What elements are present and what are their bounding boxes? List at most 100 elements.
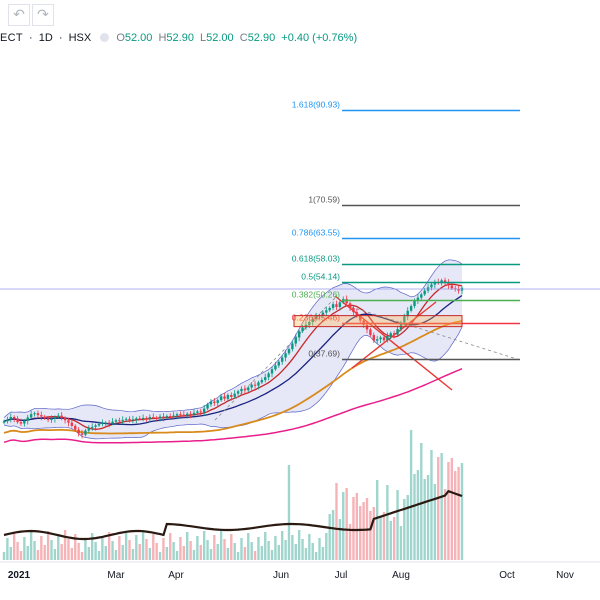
redo-button[interactable]: ↷	[32, 4, 54, 26]
undo-icon: ↶	[13, 7, 25, 23]
volume-bar	[226, 548, 230, 560]
candle-body	[236, 391, 240, 394]
volume-bar	[447, 462, 450, 560]
volume-bar	[202, 531, 206, 560]
volume-bar	[294, 544, 297, 560]
candle-body	[70, 422, 74, 426]
volume-bar	[131, 549, 135, 560]
candle-body	[389, 333, 392, 337]
candle-body	[46, 418, 50, 420]
volume-bar	[369, 511, 372, 560]
fib-level-label: 1(70.59)	[308, 195, 340, 205]
candle-body	[165, 416, 169, 418]
candle-body	[338, 302, 342, 307]
candle-body	[379, 337, 382, 340]
volume-bar	[179, 537, 182, 560]
volume-bar	[403, 499, 406, 560]
volume-bar	[450, 458, 454, 560]
candle-body	[152, 416, 155, 418]
candle-body	[277, 361, 280, 366]
volume-bar	[243, 547, 247, 560]
toolbar: ↶ ↷	[0, 0, 600, 30]
candle-body	[430, 284, 433, 288]
candle-body	[359, 316, 362, 321]
candle-body	[226, 394, 230, 399]
volume-bar	[158, 552, 162, 560]
volume-bar	[443, 489, 447, 560]
candle-body	[406, 310, 409, 317]
market-status-dot	[100, 33, 110, 42]
candle-body	[155, 417, 158, 419]
candle-body	[287, 349, 291, 354]
candle-body	[260, 380, 264, 383]
candle-body	[433, 282, 437, 285]
volume-bar	[308, 534, 311, 560]
volume-bar	[264, 532, 267, 560]
volume-bar	[36, 550, 40, 560]
volume-bar	[280, 531, 284, 560]
fib-level-label: 0.382(50.26)	[292, 290, 340, 300]
volume-bar	[250, 542, 253, 560]
candle-body	[457, 289, 460, 291]
candle-body	[131, 419, 135, 421]
interval-label[interactable]: 1D	[38, 32, 53, 44]
volume-bar	[392, 517, 396, 560]
volume-bar	[60, 544, 63, 560]
volume-bar	[311, 543, 314, 560]
undo-button[interactable]: ↶	[8, 4, 30, 26]
volume-bar	[331, 510, 335, 560]
volume-bar	[413, 474, 416, 560]
volume-bar	[437, 457, 440, 560]
volume-bar	[420, 443, 423, 560]
candle-body	[40, 415, 43, 417]
volume-bar	[216, 544, 219, 560]
volume-bar	[77, 543, 80, 560]
volume-bar	[362, 502, 365, 560]
volume-bar	[155, 543, 158, 560]
volume-bar	[338, 519, 342, 560]
candle-body	[138, 418, 141, 420]
volume-bar	[314, 552, 318, 560]
legend-separator: ·	[58, 32, 63, 44]
volume-bar	[460, 463, 464, 560]
symbol-name[interactable]: ECT	[0, 32, 23, 44]
volume-bar	[230, 534, 233, 560]
open-label: O	[116, 32, 125, 44]
candle-body	[114, 420, 118, 422]
volume-bar	[291, 535, 294, 560]
candle-body	[158, 416, 162, 419]
candle-body	[253, 384, 257, 386]
time-axis-label: 2021	[8, 570, 31, 581]
volume-bar	[219, 530, 223, 560]
volume-bar	[375, 480, 379, 560]
volume-bar	[124, 531, 128, 560]
volume-bar	[182, 546, 186, 560]
volume-bar	[206, 540, 209, 560]
volume-bar	[274, 536, 277, 560]
candle-body	[382, 337, 386, 341]
volume-bar	[118, 536, 121, 560]
fibonacci-retracement[interactable]: 1.618(90.93) 1(70.59) 0.786(63.55) 0.618(58…	[292, 100, 520, 361]
bollinger-upper	[3, 259, 463, 418]
volume-bar	[141, 530, 145, 560]
volume-bar	[57, 535, 60, 560]
candle-body	[301, 327, 304, 332]
bollinger-fill	[4, 259, 462, 439]
candle-body	[206, 404, 209, 409]
candle-body	[67, 420, 70, 423]
candle-body	[219, 396, 223, 401]
volume-bar	[189, 541, 192, 560]
candle-body	[423, 290, 426, 295]
candle-body	[247, 387, 250, 391]
candle-body	[101, 423, 104, 425]
ma-mid-navy	[3, 294, 463, 426]
candle-body	[392, 333, 396, 335]
volume-bar	[33, 541, 36, 560]
candle-body	[107, 422, 111, 424]
candle-body	[145, 417, 148, 419]
volume-bar	[121, 545, 124, 560]
time-axis-label: Mar	[107, 570, 125, 581]
volume-bar	[284, 540, 287, 560]
candle-body	[9, 416, 12, 420]
